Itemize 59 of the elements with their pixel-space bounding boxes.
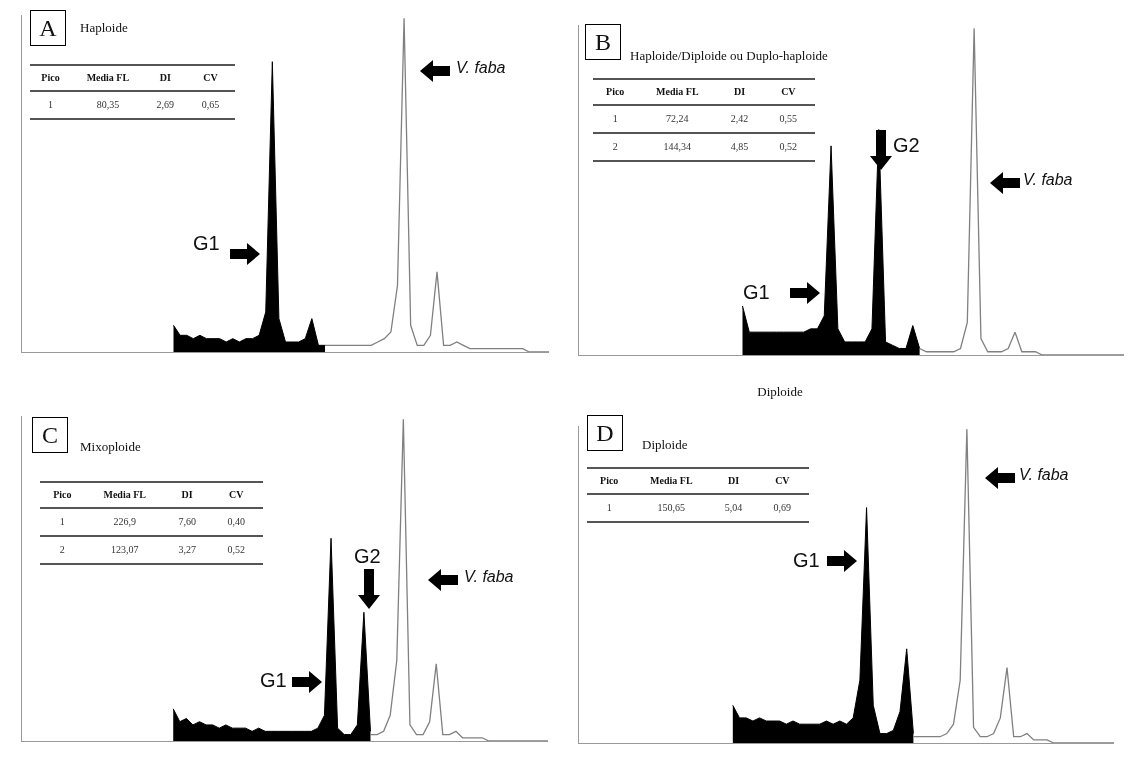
annotation: 1 — [47, 99, 54, 110]
chart-subtitle: Haploide — [80, 20, 128, 36]
annotation: V. faba — [1023, 171, 1073, 188]
annotation: 4,85 — [729, 141, 750, 152]
annotation: 1 — [611, 113, 619, 124]
annotation: DI — [726, 475, 741, 486]
annotation: 3,27 — [177, 544, 197, 555]
annotation: 2,69 — [155, 99, 176, 110]
annotation: Pico — [52, 489, 73, 500]
annotation: 80,35 — [95, 99, 121, 110]
chart-title: C — [32, 417, 68, 453]
annotation: 5,04 — [723, 502, 744, 513]
annotation: Media FL — [102, 489, 147, 500]
annotation: 0,52 — [778, 141, 799, 152]
annotation: 123,07 — [109, 544, 140, 555]
annotation: 7,60 — [177, 516, 197, 527]
text: Diploide — [642, 437, 688, 453]
chart-title: B — [585, 24, 621, 60]
annotation: G2 — [354, 545, 381, 568]
annotation: DI — [732, 86, 747, 97]
annotation: CV — [228, 489, 245, 500]
annotation: Media FL — [649, 475, 694, 486]
annotation: V. faba — [464, 568, 514, 585]
annotation: 72,24 — [665, 113, 690, 124]
chart-title: A — [30, 10, 66, 46]
annotation: 2 — [611, 141, 619, 152]
annotation: 0,40 — [226, 516, 246, 527]
annotation: DI — [158, 72, 172, 83]
annotation: 150,65 — [656, 502, 687, 513]
annotation: G1 — [743, 281, 770, 304]
annotation: Pico — [40, 72, 61, 83]
annotation: G2 — [893, 134, 920, 157]
annotation: 226,9 — [112, 516, 137, 527]
annotation: CV — [202, 72, 219, 83]
annotation: V. faba — [456, 59, 506, 76]
annotation: 2,42 — [729, 113, 750, 124]
text: Diploide — [757, 384, 803, 400]
annotation: 1 — [58, 516, 66, 527]
annotation: 1 — [605, 502, 613, 513]
annotation: G1 — [260, 669, 287, 692]
annotation: CV — [774, 475, 791, 486]
annotation: 0,55 — [778, 113, 799, 124]
text: Mixoploide — [80, 439, 141, 455]
annotation: G1 — [793, 549, 820, 572]
annotation: 144,34 — [662, 141, 693, 152]
annotation: Media FL — [655, 86, 700, 97]
annotation: 0,65 — [200, 99, 221, 110]
annotation: G1 — [193, 232, 220, 255]
annotation: 0,52 — [226, 544, 246, 555]
annotation: CV — [780, 86, 797, 97]
annotation: Pico — [605, 86, 626, 97]
annotation: Media FL — [85, 72, 131, 83]
chart-title: D — [587, 415, 623, 451]
text: Haploide/Diploide ou Duplo-haploide — [630, 48, 828, 64]
annotation: DI — [180, 489, 194, 500]
annotation: V. faba — [1019, 466, 1069, 483]
annotation: Pico — [599, 475, 620, 486]
annotation: 2 — [58, 544, 66, 555]
annotation: 0,69 — [772, 502, 793, 513]
